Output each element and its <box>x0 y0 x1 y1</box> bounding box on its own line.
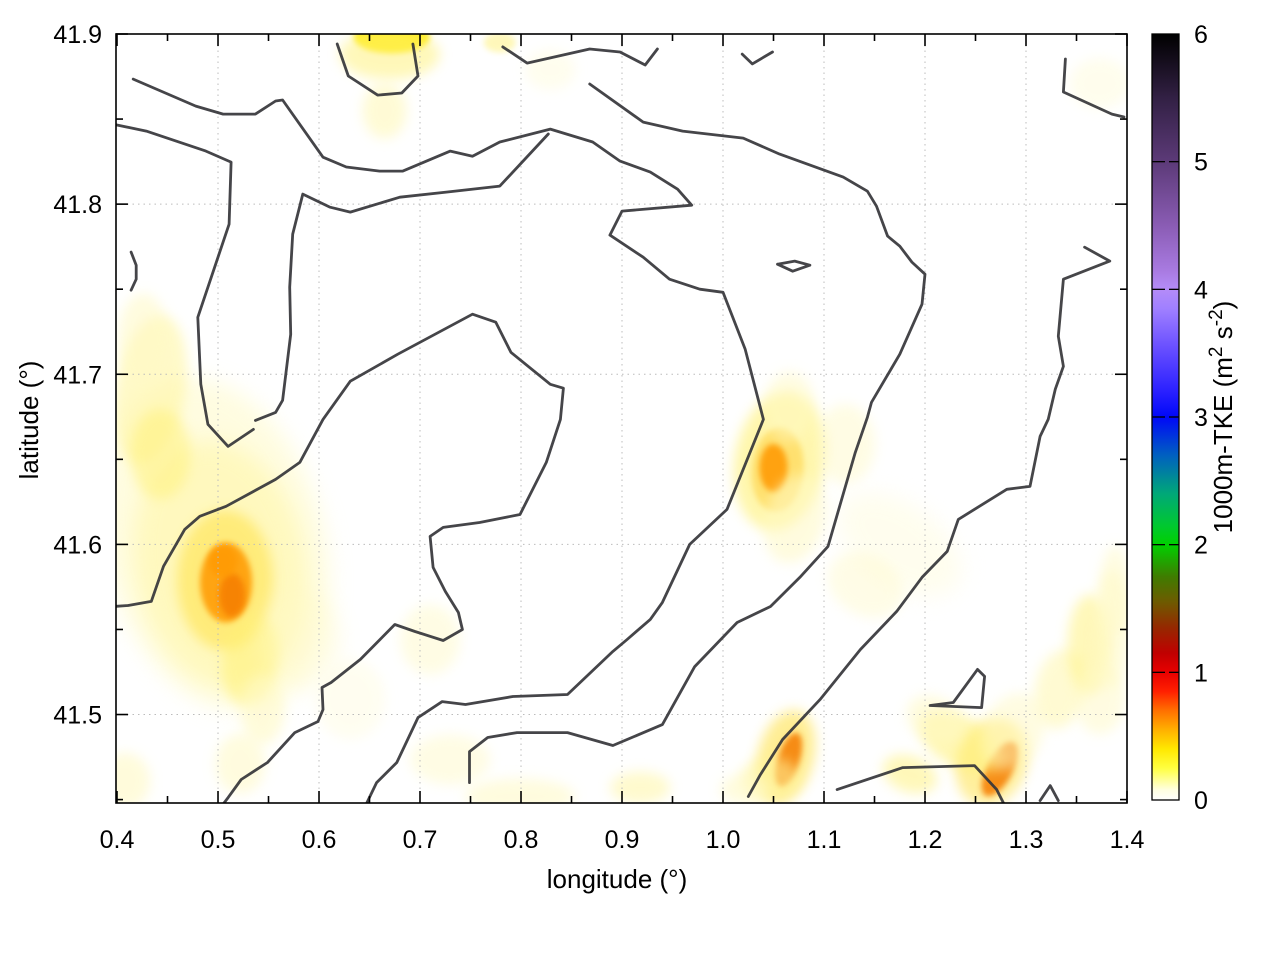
contour-line <box>835 764 1006 803</box>
y-axis-label: latitude (°) <box>14 361 44 480</box>
axis-ticks <box>116 33 1128 803</box>
colorbar-tick-label: 3 <box>1194 404 1208 432</box>
x-tick-label: 1.4 <box>1110 826 1145 854</box>
x-tick-label: 0.9 <box>605 826 640 854</box>
plot-root: 0.4 0.5 0.6 0.7 0.8 0.9 1.0 1.1 1.2 1.3 1.4 41.5 41.… <box>53 21 1208 854</box>
contour-line <box>116 123 255 448</box>
contour-line <box>131 77 765 803</box>
y-tick-label: 41.9 <box>53 21 102 49</box>
colorbar-tick-label: 4 <box>1194 276 1208 304</box>
colorbar-tick-label: 6 <box>1194 21 1208 49</box>
x-tick-label: 0.6 <box>302 826 337 854</box>
heat-blob <box>763 474 826 564</box>
colorbar-label-main: 1000m-TKE (m <box>1208 357 1238 533</box>
colorbar: 0 1 2 3 4 5 6 <box>1151 21 1208 815</box>
heat-blob <box>610 771 671 803</box>
heat-blob <box>130 409 191 500</box>
heatmap-layer <box>116 34 1127 803</box>
heat-blob <box>525 49 576 90</box>
heat-blob <box>410 734 491 785</box>
heat-blob <box>362 82 407 139</box>
heat-blob <box>240 674 285 745</box>
heat-blob <box>1069 58 1127 109</box>
y-tick-label: 41.8 <box>53 191 102 219</box>
contour-line <box>468 82 927 784</box>
heat-blob <box>219 573 246 618</box>
x-tick-label: 0.7 <box>403 826 438 854</box>
x-tick-label: 1.2 <box>908 826 943 854</box>
x-tick-label: 0.5 <box>201 826 236 854</box>
heat-blob <box>827 552 904 619</box>
heat-blob <box>465 778 575 803</box>
heat-blob <box>720 774 771 803</box>
colorbar-label-mid: s <box>1208 326 1238 346</box>
colorbar-label: 1000m-TKE (m2 s-2) <box>1206 301 1238 534</box>
heat-blob <box>209 545 238 578</box>
contour-line <box>253 132 550 422</box>
x-axis-label: longitude (°) <box>547 864 687 894</box>
heat-blob <box>1074 664 1125 735</box>
contour-line <box>746 245 1112 798</box>
contour-line <box>116 312 565 803</box>
x-tick-label: 0.4 <box>100 826 135 854</box>
heat-blob <box>980 693 1045 770</box>
y-tick-label: 41.5 <box>53 702 102 730</box>
contour-line <box>1038 784 1060 802</box>
heat-blob <box>215 733 266 794</box>
heat-blob <box>483 34 516 53</box>
x-tick-label: 1.3 <box>1009 826 1044 854</box>
heat-blob <box>764 371 815 442</box>
heat-blob <box>815 404 876 485</box>
heat-blob <box>1099 545 1127 636</box>
contour-line <box>776 259 812 273</box>
contour-line <box>740 50 774 66</box>
colorbar-tick-label: 5 <box>1194 149 1208 177</box>
tick-labels: 0.4 0.5 0.6 0.7 0.8 0.9 1.0 1.1 1.2 1.3 1.4 41.5 41.… <box>53 21 1144 854</box>
y-tick-label: 41.7 <box>53 361 102 389</box>
heat-blob <box>400 604 461 675</box>
colorbar-tick-label: 2 <box>1194 532 1208 560</box>
heat-blob <box>116 752 151 803</box>
contour-line <box>1062 57 1126 119</box>
contour-line <box>129 250 138 292</box>
heat-blob <box>759 443 788 492</box>
contour-line <box>501 45 659 67</box>
heat-blob <box>339 34 440 80</box>
heat-blob <box>882 754 937 794</box>
colorbar-tick-label: 0 <box>1194 787 1208 815</box>
colorbar-label-sup-minus2: -2 <box>1206 309 1227 326</box>
x-tick-label: 1.1 <box>807 826 842 854</box>
colorbar-tick-label: 1 <box>1194 659 1208 687</box>
x-tick-label: 0.8 <box>504 826 539 854</box>
x-tick-label: 1.0 <box>706 826 741 854</box>
heat-blob <box>259 589 340 690</box>
gridlines <box>116 34 1127 803</box>
contour-lines <box>116 42 1126 803</box>
heat-blob <box>118 293 169 384</box>
heat-blob <box>315 659 386 740</box>
contour-line <box>335 42 420 97</box>
colorbar-label-sup-2: 2 <box>1206 346 1227 357</box>
contour-line <box>928 668 986 709</box>
y-tick-label: 41.6 <box>53 531 102 559</box>
colorbar-label-end: ) <box>1208 301 1238 310</box>
